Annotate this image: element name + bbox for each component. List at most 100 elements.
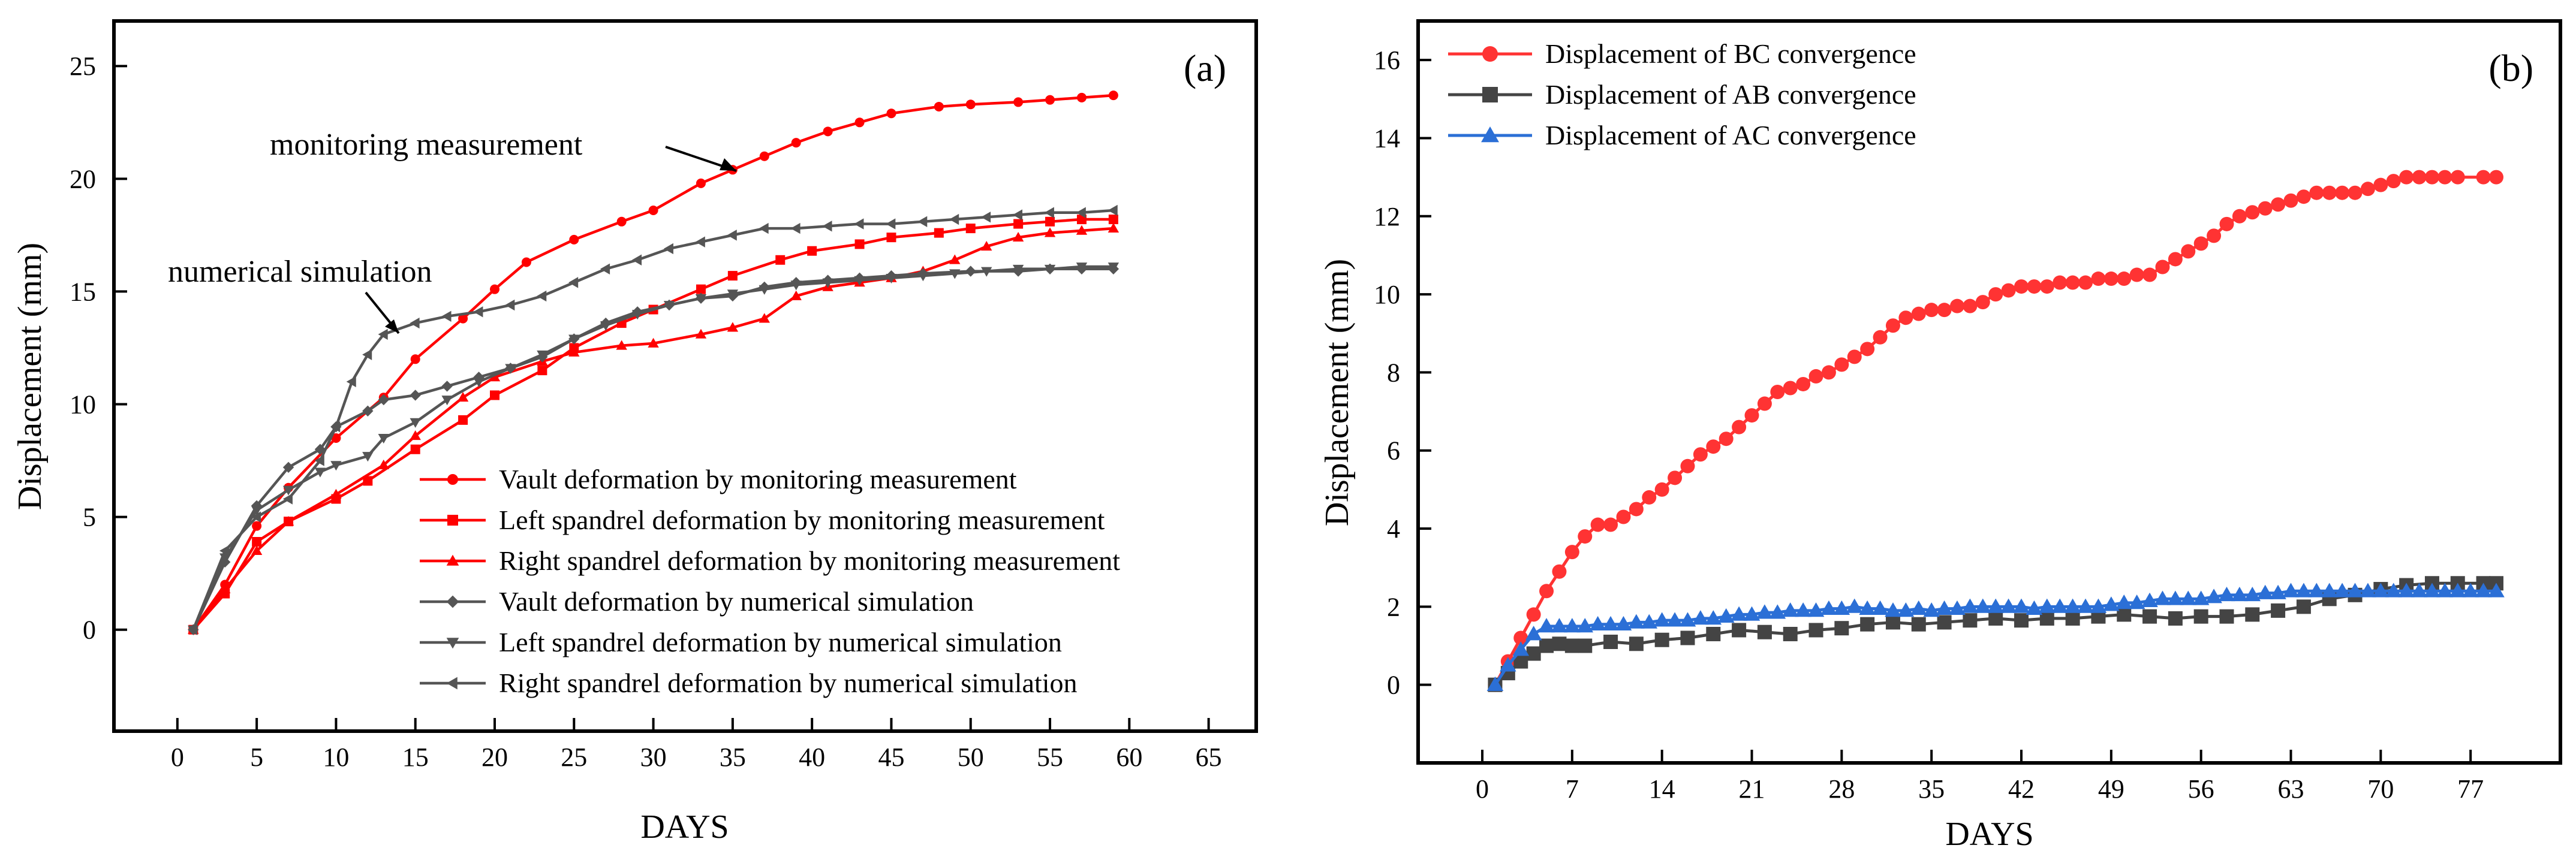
data-point (314, 467, 326, 478)
x-tick-label: 5 (250, 743, 263, 772)
data-point (1923, 602, 1940, 617)
annotation-numerical-arrowhead (385, 319, 399, 333)
data-point (1552, 564, 1567, 579)
data-point (1551, 618, 1568, 633)
panel-b-y-axis-label: Displacement (mm) (1319, 259, 1356, 526)
data-point (1897, 602, 1915, 617)
data-point (410, 430, 421, 440)
data-point (1564, 618, 1581, 633)
data-point (965, 224, 976, 234)
data-point (648, 337, 659, 348)
data-point (2424, 170, 2439, 185)
data-point (1987, 598, 2005, 613)
data-point (1975, 295, 1990, 310)
panel-a-x-axis-label: DAYS (640, 808, 729, 846)
x-tick-label: 20 (482, 743, 508, 772)
data-point (1783, 381, 1798, 396)
data-point (981, 212, 991, 223)
data-point (2256, 584, 2274, 599)
data-point (1937, 303, 1952, 318)
legend-swatch-marker (446, 595, 459, 608)
data-point (219, 545, 230, 557)
data-point (2001, 283, 2016, 298)
data-point (251, 511, 261, 523)
data-point (663, 301, 675, 311)
data-point (537, 290, 547, 302)
data-point (1108, 204, 1118, 216)
data-point (1616, 509, 1631, 524)
data-point (807, 246, 817, 256)
data-point (441, 381, 453, 392)
data-point (949, 269, 961, 279)
data-point (282, 485, 294, 496)
data-point (1834, 621, 1849, 636)
x-tick-label: 77 (2457, 774, 2484, 804)
data-point (1910, 600, 1927, 615)
data-point (696, 284, 706, 294)
data-point (822, 278, 833, 288)
data-point (2360, 583, 2376, 598)
data-point (2321, 583, 2338, 598)
data-point (2282, 583, 2300, 598)
data-point (2180, 590, 2197, 605)
data-point (727, 289, 739, 300)
data-point (2014, 613, 2029, 628)
data-point (2141, 592, 2158, 607)
data-point (378, 459, 389, 469)
y-tick-label: 20 (70, 164, 96, 194)
data-point (1590, 517, 1605, 532)
data-point (727, 230, 737, 241)
data-point (981, 240, 992, 251)
data-point (759, 151, 769, 161)
data-point (2283, 193, 2298, 208)
x-tick-label: 55 (1037, 743, 1063, 772)
annotation-monitoring-arrowhead (720, 158, 736, 171)
data-point (1885, 318, 1900, 333)
data-point (934, 228, 944, 238)
series-5 (188, 262, 1120, 635)
data-point (1808, 623, 1823, 638)
series-3 (188, 222, 1120, 634)
data-point (2117, 607, 2132, 622)
data-point (695, 236, 705, 248)
data-point (1692, 610, 1709, 625)
data-point (473, 378, 484, 388)
y-tick-label: 12 (1374, 202, 1400, 231)
data-point (2000, 598, 2017, 613)
data-point (775, 255, 786, 265)
data-point (188, 624, 198, 635)
data-point (2039, 611, 2054, 626)
data-point (1076, 207, 1086, 218)
data-point (2322, 185, 2337, 200)
data-point (2103, 271, 2118, 286)
data-point (251, 506, 263, 516)
data-point (791, 138, 801, 148)
panel-a-label: (a) (1184, 47, 1226, 89)
y-tick-label: 10 (70, 390, 96, 420)
data-point (1538, 618, 1555, 633)
data-point (1846, 598, 1863, 613)
data-point (2155, 259, 2170, 274)
data-point (2296, 599, 2311, 614)
data-point (314, 443, 326, 455)
data-point (2270, 584, 2286, 599)
legend-label: Left spandrel deformation by monitoring … (499, 505, 1105, 535)
data-point (457, 392, 469, 402)
data-point (1576, 618, 1594, 633)
data-point (2296, 189, 2311, 204)
data-point (1013, 97, 1024, 107)
data-point (2346, 583, 2364, 598)
x-tick-label: 45 (878, 743, 904, 772)
panel-a: 0 5 10 15 20 25 30 35 40 45 50 55 60 65 0 5 10 15 20 25 (a… (11, 19, 1258, 846)
data-point (695, 294, 707, 304)
data-point (2462, 583, 2479, 598)
data-point (2064, 598, 2081, 613)
x-tick-label: 30 (640, 743, 667, 772)
y-tick-label: 2 (1387, 592, 1400, 621)
data-point (949, 213, 959, 225)
x-tick-label: 35 (1918, 774, 1945, 804)
series-line (192, 93, 1114, 631)
data-point (2167, 590, 2184, 605)
data-point (1602, 615, 1619, 631)
legend-label: Vault deformation by monitoring measurem… (499, 464, 1017, 494)
